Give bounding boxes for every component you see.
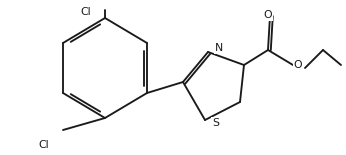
- Text: O: O: [294, 60, 302, 70]
- Text: N: N: [215, 43, 223, 53]
- Text: Cl: Cl: [80, 7, 91, 17]
- Text: S: S: [212, 118, 219, 128]
- Text: O: O: [264, 10, 272, 20]
- Text: Cl: Cl: [38, 140, 49, 150]
